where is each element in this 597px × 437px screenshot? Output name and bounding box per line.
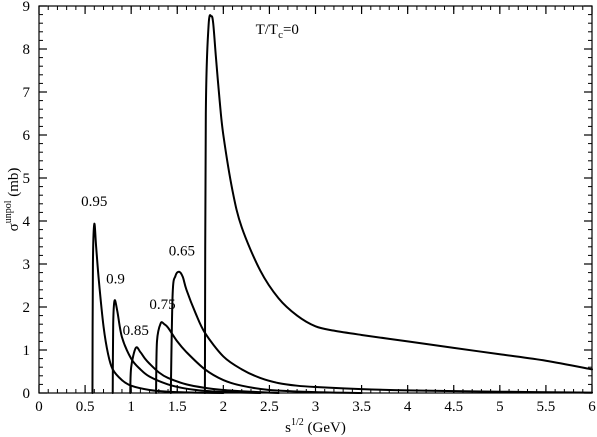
- plot-area-frame: [38, 5, 593, 394]
- series-line-t-t-c-0: [203, 14, 593, 394]
- x-tick-label: 3: [312, 399, 320, 415]
- x-tick-label: 1.5: [168, 399, 187, 415]
- curve-labels: 0.95 0.9 0.850.75 0.65: [81, 194, 195, 339]
- x-tick-label: 1: [127, 399, 135, 415]
- x-axis-title: s1/2 (GeV): [285, 417, 346, 436]
- y-tick-label: 6: [23, 128, 31, 144]
- x-tick-label: 5.5: [537, 399, 556, 415]
- curve-label-t-tc-0: T/Tc=0: [256, 22, 299, 41]
- curve-label-0-95: 0.95: [81, 194, 107, 210]
- curve-label-0-85: 0.85: [123, 323, 149, 339]
- x-tick-label: 3.5: [352, 399, 371, 415]
- x-tick-label: 2: [220, 399, 228, 415]
- x-tick-label: 0: [35, 399, 43, 415]
- y-tick-label: 8: [23, 42, 31, 58]
- series-line-0-65: [169, 270, 593, 394]
- y-tick-labels: 0 1 2 3 4 5 6 7 8 9: [23, 0, 31, 402]
- curve-label-0-75: 0.75: [149, 297, 175, 313]
- x-tick-labels: 0 0.5 1 1.5 2 2.5 3 3.5 4 4.5 5 5.5 6: [35, 399, 596, 415]
- x-tick-label: 5: [496, 399, 504, 415]
- curve-label-0-9: 0.9: [106, 271, 125, 287]
- y-tick-label: 9: [23, 0, 31, 15]
- x-tick-label: 4.5: [444, 399, 463, 415]
- curves: [91, 14, 593, 394]
- series-line-0-85: [129, 346, 280, 394]
- y-tick-label: 4: [23, 214, 31, 230]
- y-tick-label: 7: [23, 85, 31, 101]
- y-axis-title: σunpol (mb): [3, 168, 22, 232]
- x-tick-label: 4: [404, 399, 412, 415]
- y-tick-label: 3: [23, 257, 31, 273]
- curve-label-0-65: 0.65: [169, 243, 195, 259]
- y-tick-label: 5: [23, 171, 31, 187]
- x-tick-label: 0.5: [76, 399, 95, 415]
- series-line-0-75: [155, 321, 363, 394]
- y-tick-label: 1: [23, 343, 31, 359]
- x-tick-label: 6: [588, 399, 596, 415]
- series-line-0-9: [111, 299, 262, 394]
- x-tick-label: 2.5: [260, 399, 279, 415]
- y-tick-label: 2: [23, 300, 31, 316]
- y-tick-label: 0: [23, 386, 31, 402]
